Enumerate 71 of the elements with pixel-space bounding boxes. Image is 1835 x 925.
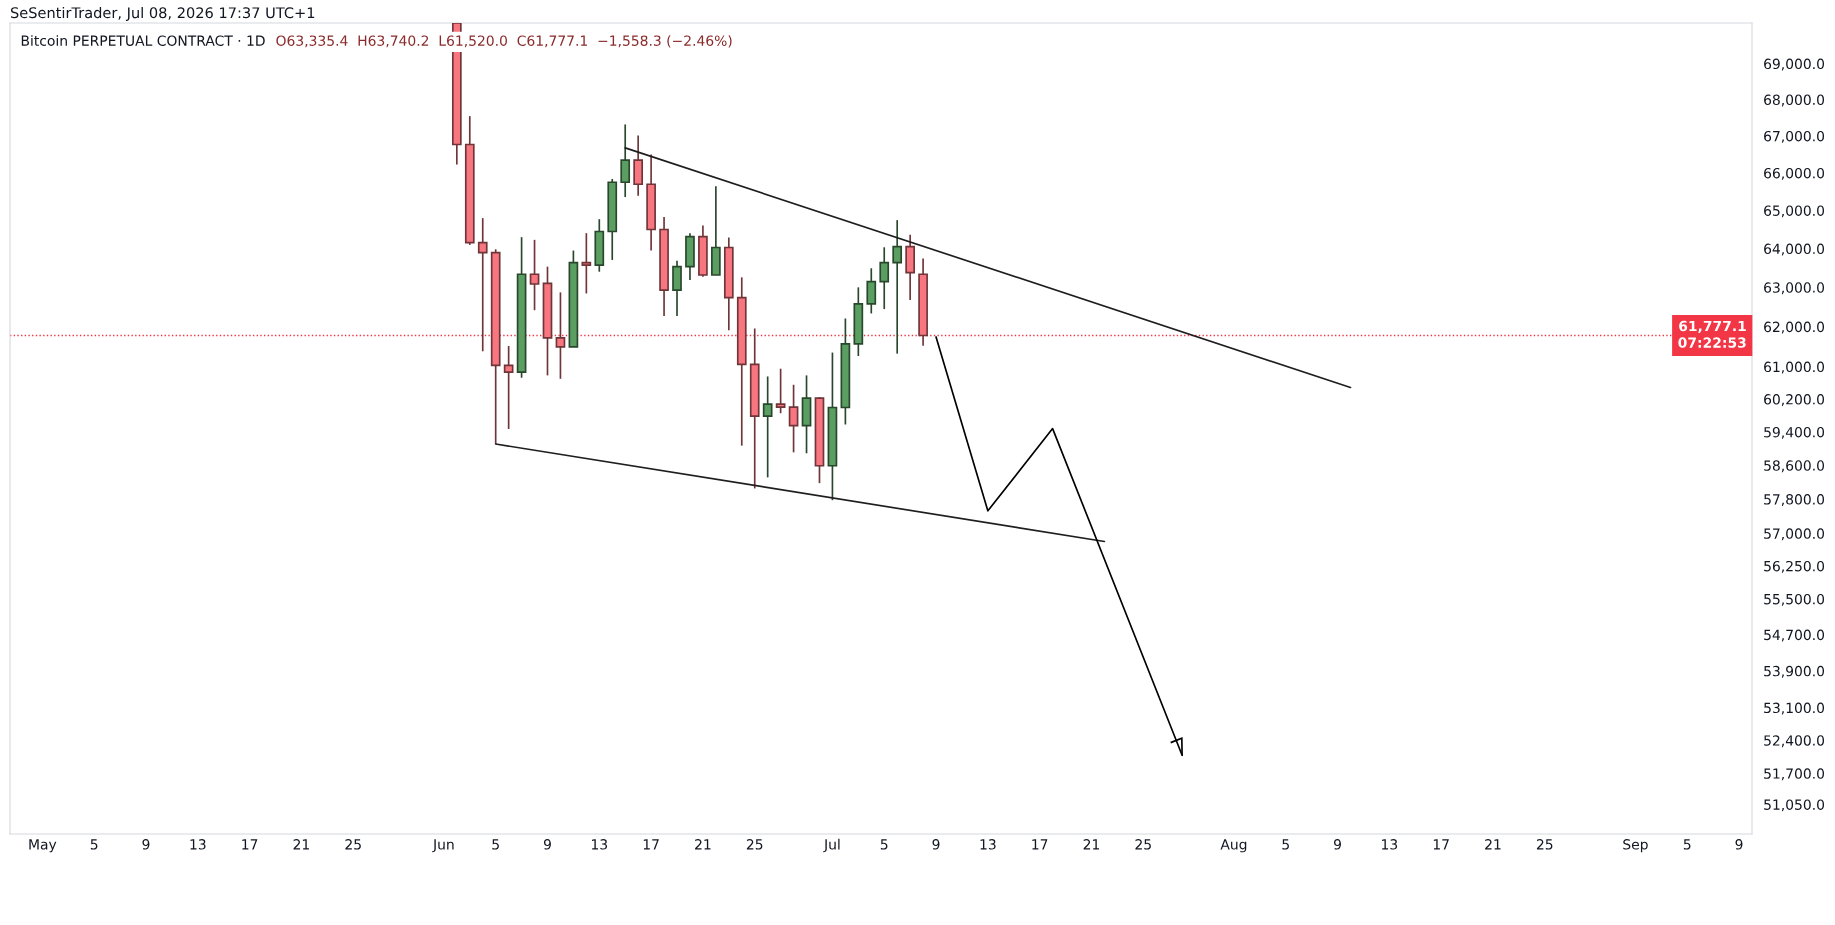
candlestick: [672, 259, 682, 317]
y-tick-label: 57,800.0: [1764, 494, 1825, 507]
y-tick-label: 54,700.0: [1764, 629, 1825, 642]
candlestick: [866, 267, 877, 315]
y-tick-label: 55,500.0: [1764, 593, 1825, 606]
text: Bitcoin PERPETUAL CONTRACT · 1D: [21, 35, 265, 46]
y-tick-label: 51,700.0: [1764, 768, 1825, 781]
x-tick-label: May: [29, 839, 57, 853]
y-tick-label: 53,900.0: [1764, 665, 1825, 678]
candlestick: [581, 232, 592, 295]
x-tick-label: 17: [242, 839, 258, 850]
x-tick-label: 21: [1083, 839, 1100, 850]
x-tick-label: 9: [543, 839, 551, 850]
x-tick-label: 25: [746, 839, 763, 850]
candlestick: [555, 291, 566, 380]
x-tick-label: 9: [142, 839, 150, 850]
x-tick-label: 9: [1334, 839, 1341, 850]
x-tick-label: Jul: [823, 838, 840, 853]
y-tick-label: 57,000.0: [1764, 528, 1825, 541]
y-tick-label: 68,000.0: [1764, 94, 1825, 107]
y-tick-label: 63,000.0: [1764, 282, 1825, 295]
candlestick: [620, 123, 631, 198]
y-tick-label: 62,000.0: [1764, 321, 1825, 334]
x-tick-label: 13: [591, 839, 608, 850]
candlestick: [503, 345, 514, 430]
x-tick-label: 25: [345, 839, 361, 850]
x-tick-label: 17: [643, 839, 659, 850]
candlestick: [477, 217, 488, 353]
y-tick-label: 51,050.0: [1764, 799, 1825, 812]
x-tick-label: 21: [695, 839, 711, 850]
x-tick-label: 9: [932, 839, 940, 850]
x-tick-label: 25: [1135, 839, 1151, 850]
y-tick-label: 58,600.0: [1764, 460, 1825, 473]
text: O63,335.4 H63,740.2 L61,520.0 C61,777.1 −1,558.3 (−2.46%): [276, 35, 732, 48]
candlestick: [762, 375, 773, 479]
annotation: 07:22:53: [1678, 337, 1746, 348]
candlestick: [529, 239, 540, 312]
x-tick-label: Jun: [432, 839, 454, 853]
candlestick: [892, 219, 903, 355]
x-tick-label: 13: [1382, 839, 1398, 850]
x-tick-label: 5: [492, 839, 499, 850]
x-tick-label: 9: [1735, 839, 1743, 850]
x-tick-label: 5: [880, 839, 888, 850]
x-tick-label: 5: [1683, 839, 1691, 850]
y-tick-label: 65,000.0: [1764, 205, 1825, 218]
x-tick-label: 13: [980, 839, 996, 850]
x-tick-label: 17: [1433, 839, 1449, 850]
x-tick-label: 21: [1485, 839, 1501, 850]
y-tick-label: 67,000.0: [1764, 130, 1825, 143]
candlestick: [879, 246, 890, 310]
candlestick: [775, 367, 786, 415]
x-tick-label: 25: [1536, 839, 1553, 850]
x-tick-label: 5: [90, 839, 98, 850]
y-tick-label: 66,000.0: [1764, 167, 1825, 180]
x-tick-label: 17: [1032, 839, 1048, 850]
candlestick: [788, 383, 799, 454]
y-tick-label: 61,000.0: [1764, 361, 1825, 374]
ref-line-label: 61,777.1: [1679, 320, 1746, 334]
text: SeSentirTrader, Jul 08, 2026 17:37 UTC+1: [10, 6, 315, 21]
y-tick-label: 59,400.0: [1764, 426, 1825, 439]
y-tick-label: 52,400.0: [1764, 735, 1825, 748]
y-tick-label: 69,000.0: [1764, 58, 1825, 71]
x-tick-label: Aug: [1220, 839, 1247, 853]
x-tick-label: 13: [190, 839, 206, 850]
y-tick-label: 53,100.0: [1764, 702, 1825, 715]
x-tick-label: 5: [1282, 839, 1289, 850]
x-tick-label: 21: [293, 839, 309, 850]
x-tick-label: Sep: [1623, 839, 1648, 853]
y-tick-label: 56,250.0: [1764, 560, 1825, 573]
y-tick-label: 64,000.0: [1764, 243, 1825, 256]
y-tick-label: 60,200.0: [1764, 394, 1825, 406]
